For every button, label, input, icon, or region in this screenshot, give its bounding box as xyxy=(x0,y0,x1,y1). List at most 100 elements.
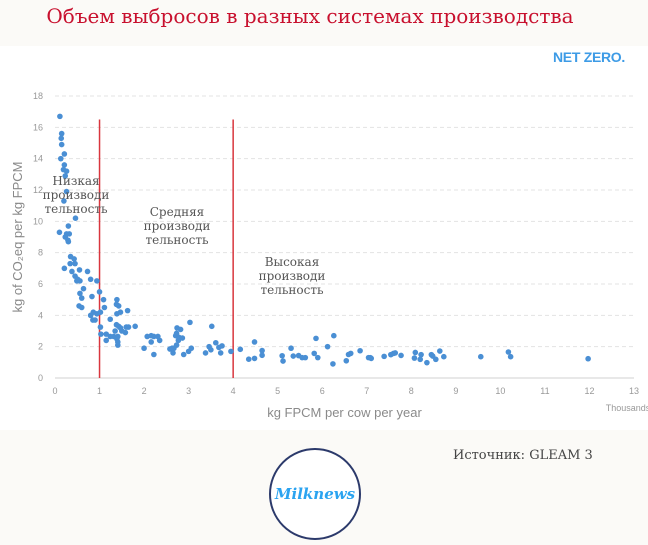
y-tick-label: 4 xyxy=(38,310,43,320)
data-point xyxy=(290,353,297,359)
data-point xyxy=(112,328,118,334)
data-point xyxy=(170,350,176,356)
data-point xyxy=(279,352,285,359)
data-point xyxy=(311,350,318,357)
data-point xyxy=(424,359,430,366)
data-point xyxy=(72,215,79,221)
data-point xyxy=(477,353,484,360)
data-point xyxy=(343,357,350,364)
data-point xyxy=(96,289,103,295)
data-point xyxy=(69,268,75,275)
data-point xyxy=(74,278,80,284)
data-point xyxy=(67,260,73,267)
data-point xyxy=(115,303,122,309)
data-point xyxy=(122,329,129,336)
data-point xyxy=(78,295,85,301)
data-point xyxy=(280,358,286,364)
data-point xyxy=(117,309,124,316)
source-note: Источник: GLEAM 3 xyxy=(453,448,593,463)
data-point xyxy=(228,348,234,355)
data-point xyxy=(156,337,163,344)
data-point xyxy=(65,223,72,229)
x-tick-label: 10 xyxy=(495,386,505,396)
annotation-line: производи xyxy=(43,188,110,202)
data-point xyxy=(63,168,70,174)
data-point xyxy=(72,260,78,267)
annotation-line: тельность xyxy=(260,283,323,297)
annotation-line: тельность xyxy=(145,233,208,247)
data-point xyxy=(148,339,155,345)
data-point xyxy=(177,326,184,333)
x-tick-label: 3 xyxy=(186,386,191,396)
data-point xyxy=(65,238,72,245)
data-point xyxy=(187,319,193,326)
data-point xyxy=(100,296,107,303)
data-point xyxy=(77,290,83,297)
x-tick-label: 5 xyxy=(275,386,280,396)
data-point xyxy=(92,317,98,323)
y-tick-label: 16 xyxy=(33,122,43,132)
data-point xyxy=(97,309,104,316)
annotation-line: тельность xyxy=(44,202,107,216)
data-point xyxy=(505,349,512,355)
data-point xyxy=(219,343,225,349)
data-point xyxy=(357,347,363,354)
data-point xyxy=(61,151,68,157)
data-point xyxy=(89,293,95,300)
y-tick-label: 8 xyxy=(38,248,43,258)
data-point xyxy=(368,355,375,362)
data-point xyxy=(347,350,354,357)
data-point xyxy=(114,342,121,348)
data-point xyxy=(245,356,252,363)
data-point xyxy=(132,323,138,330)
data-point xyxy=(302,354,309,361)
data-point xyxy=(585,355,591,362)
data-point xyxy=(208,323,215,330)
x-tick-label: 12 xyxy=(584,386,594,396)
y-tick-label: 14 xyxy=(33,154,43,164)
data-point xyxy=(433,356,439,363)
data-point xyxy=(259,347,265,354)
x-tick-label: 13 xyxy=(629,386,639,396)
data-point xyxy=(188,345,195,352)
data-point xyxy=(392,350,399,356)
x-tick-label: 1 xyxy=(97,386,102,396)
logo-text: Milknews xyxy=(274,485,356,503)
data-point xyxy=(381,353,387,360)
data-point xyxy=(324,343,331,350)
milknews-logo: Milknews xyxy=(269,448,361,540)
data-point xyxy=(97,324,104,330)
data-point xyxy=(61,198,67,204)
chart-panel xyxy=(0,46,648,430)
y-tick-label: 10 xyxy=(33,216,43,226)
data-point xyxy=(259,352,265,359)
data-point xyxy=(114,296,120,303)
annotation-line: Низкая xyxy=(52,174,99,188)
y-tick-label: 0 xyxy=(38,373,43,383)
x-tick-label: 2 xyxy=(142,386,147,396)
y-tick-label: 6 xyxy=(38,279,43,289)
data-point xyxy=(61,265,68,272)
data-point xyxy=(78,304,85,311)
data-point xyxy=(331,332,337,339)
data-point xyxy=(56,229,63,236)
data-point xyxy=(57,155,64,162)
data-point xyxy=(251,339,258,345)
data-point xyxy=(151,333,157,340)
data-point xyxy=(63,188,70,195)
data-point xyxy=(208,347,214,353)
data-point xyxy=(61,162,68,168)
data-point xyxy=(101,304,108,311)
data-point xyxy=(151,351,157,358)
data-point xyxy=(71,256,77,262)
y-tick-label: 18 xyxy=(33,91,43,101)
data-point xyxy=(202,350,209,356)
x-tick-label: 6 xyxy=(320,386,325,396)
data-point xyxy=(94,278,100,284)
data-point xyxy=(98,331,104,337)
data-point xyxy=(412,349,419,356)
data-point xyxy=(418,351,424,358)
data-point xyxy=(441,353,447,360)
data-point xyxy=(417,356,424,363)
x-tick-label: 8 xyxy=(409,386,414,396)
